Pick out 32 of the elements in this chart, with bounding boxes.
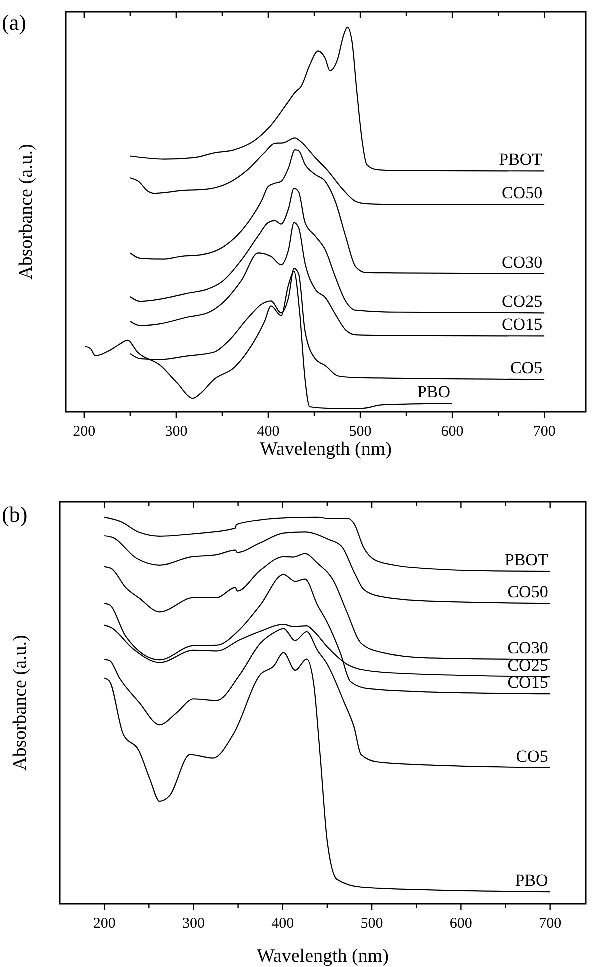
x-tick-label: 600 <box>450 916 472 932</box>
x-tick-label: 200 <box>73 424 96 440</box>
x-tick-label: 400 <box>272 916 294 932</box>
series-label: CO50 <box>508 582 548 602</box>
x-tick-label: 500 <box>360 916 384 932</box>
x-tick-label: 400 <box>257 424 280 440</box>
series-label: CO5 <box>510 358 543 378</box>
x-tick-label: 500 <box>349 424 372 440</box>
series-label: CO5 <box>516 746 548 766</box>
y-axis-title: Absorbance (a.u.) <box>16 144 37 280</box>
x-axis-title: Wavelength (nm) <box>260 439 392 460</box>
y-axis-title: Absorbance (a.u.) <box>10 635 31 771</box>
chart-title: (a) <box>2 10 26 35</box>
x-tick-label: 200 <box>93 916 116 932</box>
x-axis-title: Wavelength (nm) <box>257 946 389 967</box>
series-label: CO15 <box>502 315 543 334</box>
series-label: CO25 <box>502 292 543 312</box>
series-label: PBOT <box>504 550 549 570</box>
x-tick-label: 700 <box>533 424 556 440</box>
series-label: PBOT <box>499 150 544 170</box>
series-label: PBO <box>417 382 451 402</box>
series-label: PBO <box>515 871 548 890</box>
x-tick-label: 600 <box>441 424 464 440</box>
x-tick-label: 700 <box>539 916 562 932</box>
series-label: CO30 <box>502 252 543 272</box>
series-label: CO25 <box>508 656 548 676</box>
series-label: CO15 <box>508 673 548 692</box>
chart-title: (b) <box>2 502 28 527</box>
series-label: CO30 <box>508 638 548 658</box>
x-tick-label: 300 <box>182 916 205 932</box>
x-tick-label: 300 <box>165 424 188 440</box>
series-label: CO50 <box>502 184 543 203</box>
